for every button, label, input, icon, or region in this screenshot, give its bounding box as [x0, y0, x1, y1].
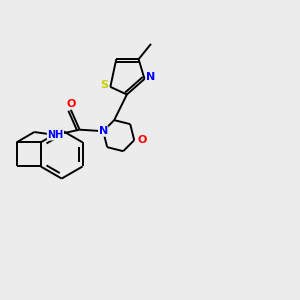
Text: O: O	[138, 135, 147, 145]
Text: N: N	[146, 72, 156, 82]
Text: S: S	[100, 80, 109, 90]
Text: O: O	[66, 99, 76, 109]
Text: NH: NH	[47, 130, 64, 140]
Text: N: N	[99, 126, 108, 136]
